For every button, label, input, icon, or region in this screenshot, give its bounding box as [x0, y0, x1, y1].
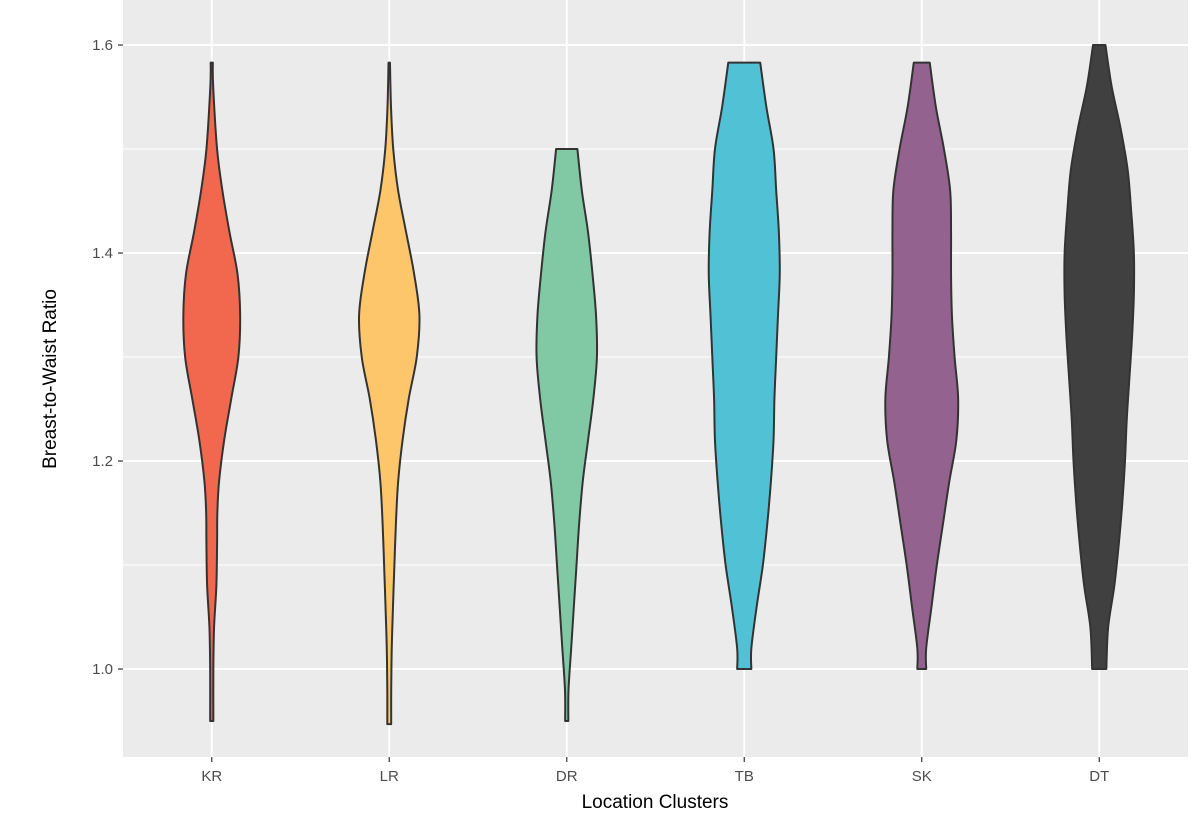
y-tick-label: 1.0: [92, 661, 113, 678]
violin-tb: [707, 61, 781, 670]
violin-lr: [357, 61, 421, 726]
y-axis: 1.0 1.2 1.4 1.6: [92, 37, 123, 678]
minor-gridlines: [123, 148, 1188, 566]
violin-dr: [535, 148, 599, 722]
violins: [182, 44, 1136, 726]
x-tick-label: TB: [735, 768, 754, 785]
x-tick-label: DR: [556, 768, 578, 785]
x-tick-label: DT: [1089, 768, 1109, 785]
x-tick-label: LR: [380, 768, 399, 785]
y-axis-title: Breast-to-Waist Ratio: [40, 289, 61, 469]
x-axis: KR LR DR TB SK DT: [201, 757, 1109, 785]
x-axis-title: Location Clusters: [582, 792, 729, 813]
x-tick-label: KR: [201, 768, 222, 785]
y-tick-label: 1.4: [92, 245, 113, 262]
violin-kr: [182, 61, 242, 722]
violin-dt: [1063, 44, 1136, 670]
panel-background: [123, 0, 1188, 757]
violin-sk: [884, 61, 960, 670]
y-tick-label: 1.6: [92, 37, 113, 54]
y-tick-label: 1.2: [92, 453, 113, 470]
x-tick-label: SK: [912, 768, 932, 785]
